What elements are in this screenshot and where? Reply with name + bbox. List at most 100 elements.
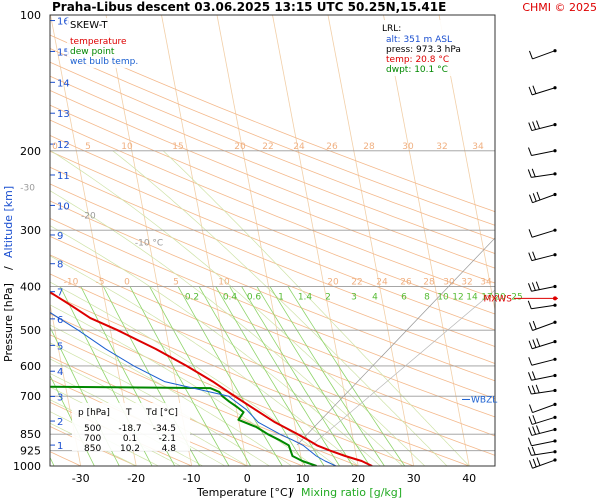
wind-barb-feather <box>528 340 533 349</box>
table-background <box>72 403 190 451</box>
lrl-altitude: alt: 351 m ASL <box>386 35 452 45</box>
mixing-ratio-label: 2 <box>325 293 331 303</box>
wind-barb-feather <box>528 437 532 446</box>
wind-barb-feather <box>528 460 533 469</box>
temperature-tick-label: -20 <box>127 472 145 485</box>
dry-adiabat-line <box>50 90 495 269</box>
mixing-ratio-label: 0.6 <box>247 293 262 303</box>
chart-title: Praha-Libus descent 03.06.2025 13:15 UTC… <box>52 0 446 14</box>
dry-adiabat-label: -10 °C <box>135 239 163 249</box>
altitude-tick-label: 11 <box>57 171 70 182</box>
table-row-850-p: 850 <box>84 444 101 454</box>
altitude-tick-label: 1 <box>57 441 63 452</box>
table-header-t: T <box>125 408 132 418</box>
isotherm-label: 15 <box>172 142 183 152</box>
isotherm-label: 30 <box>443 278 455 288</box>
altitude-tick-label: 15 <box>57 47 70 58</box>
altitude-tick-label: 10 <box>57 201 70 212</box>
altitude-tick-label: 16 <box>57 17 70 28</box>
legend-background <box>67 18 139 68</box>
wind-barb-feather <box>528 427 533 436</box>
wind-barb-shaft <box>531 358 556 366</box>
table-row-500-t: -18.7 <box>118 424 141 434</box>
mixing-ratio-label: 4 <box>372 293 378 303</box>
mixing-ratio-label: 17 <box>481 293 492 303</box>
isotherm-label: 5 <box>85 142 91 152</box>
wind-barb-feather <box>531 168 536 177</box>
wind-barb-feather <box>532 415 537 424</box>
isotherm-label: 26 <box>326 142 338 152</box>
isotherm-label: 24 <box>293 142 305 152</box>
legend-item-dew-point: dew point <box>70 47 115 57</box>
wind-barb-feather <box>527 169 532 178</box>
y-axis-title-separator: / <box>2 266 15 270</box>
table-header-td: Td [°C] <box>145 408 178 418</box>
mixing-ratio-label: 1 <box>278 293 284 303</box>
dry-adiabat-line <box>50 166 495 347</box>
isotherm-label: 0 <box>52 142 58 152</box>
plot-frame <box>49 14 496 467</box>
lrl-dewpoint: dwpt: 10.1 °C <box>386 65 448 75</box>
isotherm-label: 0 <box>124 278 130 288</box>
level-table: p [hPa] T Td [°C] 500 -18.7 -34.5 700 0.… <box>72 403 190 454</box>
wind-barb-shaft <box>532 459 556 469</box>
dry-adiabat-label: -30 <box>20 183 35 193</box>
wind-barb-station <box>553 228 557 232</box>
mixing-ratio-label: 14 <box>466 293 478 303</box>
lrl-title: LRL: <box>382 24 401 34</box>
wind-barb-feather <box>528 283 532 292</box>
isotherm-label: 28 <box>423 278 435 288</box>
isotherm-label: 22 <box>262 142 273 152</box>
altitude-tick-label: 4 <box>57 367 63 378</box>
temperature-tick-label: 10 <box>296 472 310 485</box>
isotherm-line <box>272 15 359 466</box>
wind-barb-feather <box>528 404 533 413</box>
credit-text: CHMI © 2025 <box>522 1 597 14</box>
isotherm-line <box>438 15 495 312</box>
wind-barb-shaft <box>532 321 556 331</box>
wind-barb-feather <box>527 300 532 309</box>
isotherm-label: 10 <box>218 278 230 288</box>
x-axis-title-mixing-ratio: Mixing ratio [g/kg] <box>301 486 402 499</box>
dry-adiabat-line <box>50 34 495 213</box>
wind-barb-shaft <box>531 173 556 178</box>
temperature-tick-label: -10 <box>183 472 201 485</box>
wind-barb-feather <box>531 371 536 380</box>
altitude-tick-label: 8 <box>57 260 63 271</box>
mixing-ratio-label: 1.4 <box>298 293 313 303</box>
lrl-pressure: press: 973.3 hPa <box>386 45 461 55</box>
pressure-tick-label: 700 <box>20 390 41 403</box>
isotherm-label: -5 <box>96 278 105 288</box>
wind-barb-feather <box>532 426 537 435</box>
dry-adiabat-line <box>50 134 495 315</box>
temperature-tick-label: 40 <box>462 472 476 485</box>
isotherm-label: 22 <box>351 278 362 288</box>
legend-item-wet-bulb: wet bulb temp. <box>70 57 138 67</box>
mixing-ratio-label: 6 <box>401 293 407 303</box>
legend-chart-name: SKEW-T <box>70 20 108 31</box>
table-header-pressure: p [hPa] <box>78 408 110 418</box>
series-legend: SKEW-T temperature dew point wet bulb te… <box>67 18 139 68</box>
wind-barb-shaft <box>532 403 556 414</box>
wind-barb-feather <box>535 281 540 290</box>
wbzl-label: WBZL <box>471 395 497 405</box>
isotherm-label: 32 <box>436 142 447 152</box>
mixing-ratio-label: 3 <box>351 293 357 303</box>
mxws-label: MXWS <box>483 294 512 304</box>
pressure-tick-label: 600 <box>20 360 41 373</box>
mixing-ratio-label: 12 <box>452 293 463 303</box>
wind-barb-feather <box>527 447 532 456</box>
wind-barb-shaft <box>531 341 556 350</box>
isotherm-label: -10 <box>64 278 79 288</box>
isotherm-label: 34 <box>480 278 492 288</box>
parcel-line <box>311 289 495 446</box>
series-layer <box>50 290 373 466</box>
altitude-tick-label: 7 <box>57 288 63 299</box>
mixing-ratio-label: 25 <box>511 293 522 303</box>
x-axis-title-temperature: Temperature [°C] <box>196 486 292 499</box>
temperature-tick-label: -30 <box>72 472 90 485</box>
lrl-box: LRL: alt: 351 m ASL press: 973.3 hPa tem… <box>380 20 476 76</box>
wind-barb-feather <box>528 147 532 156</box>
isotherm-label: 24 <box>376 278 388 288</box>
wind-barb-feather <box>532 339 537 348</box>
